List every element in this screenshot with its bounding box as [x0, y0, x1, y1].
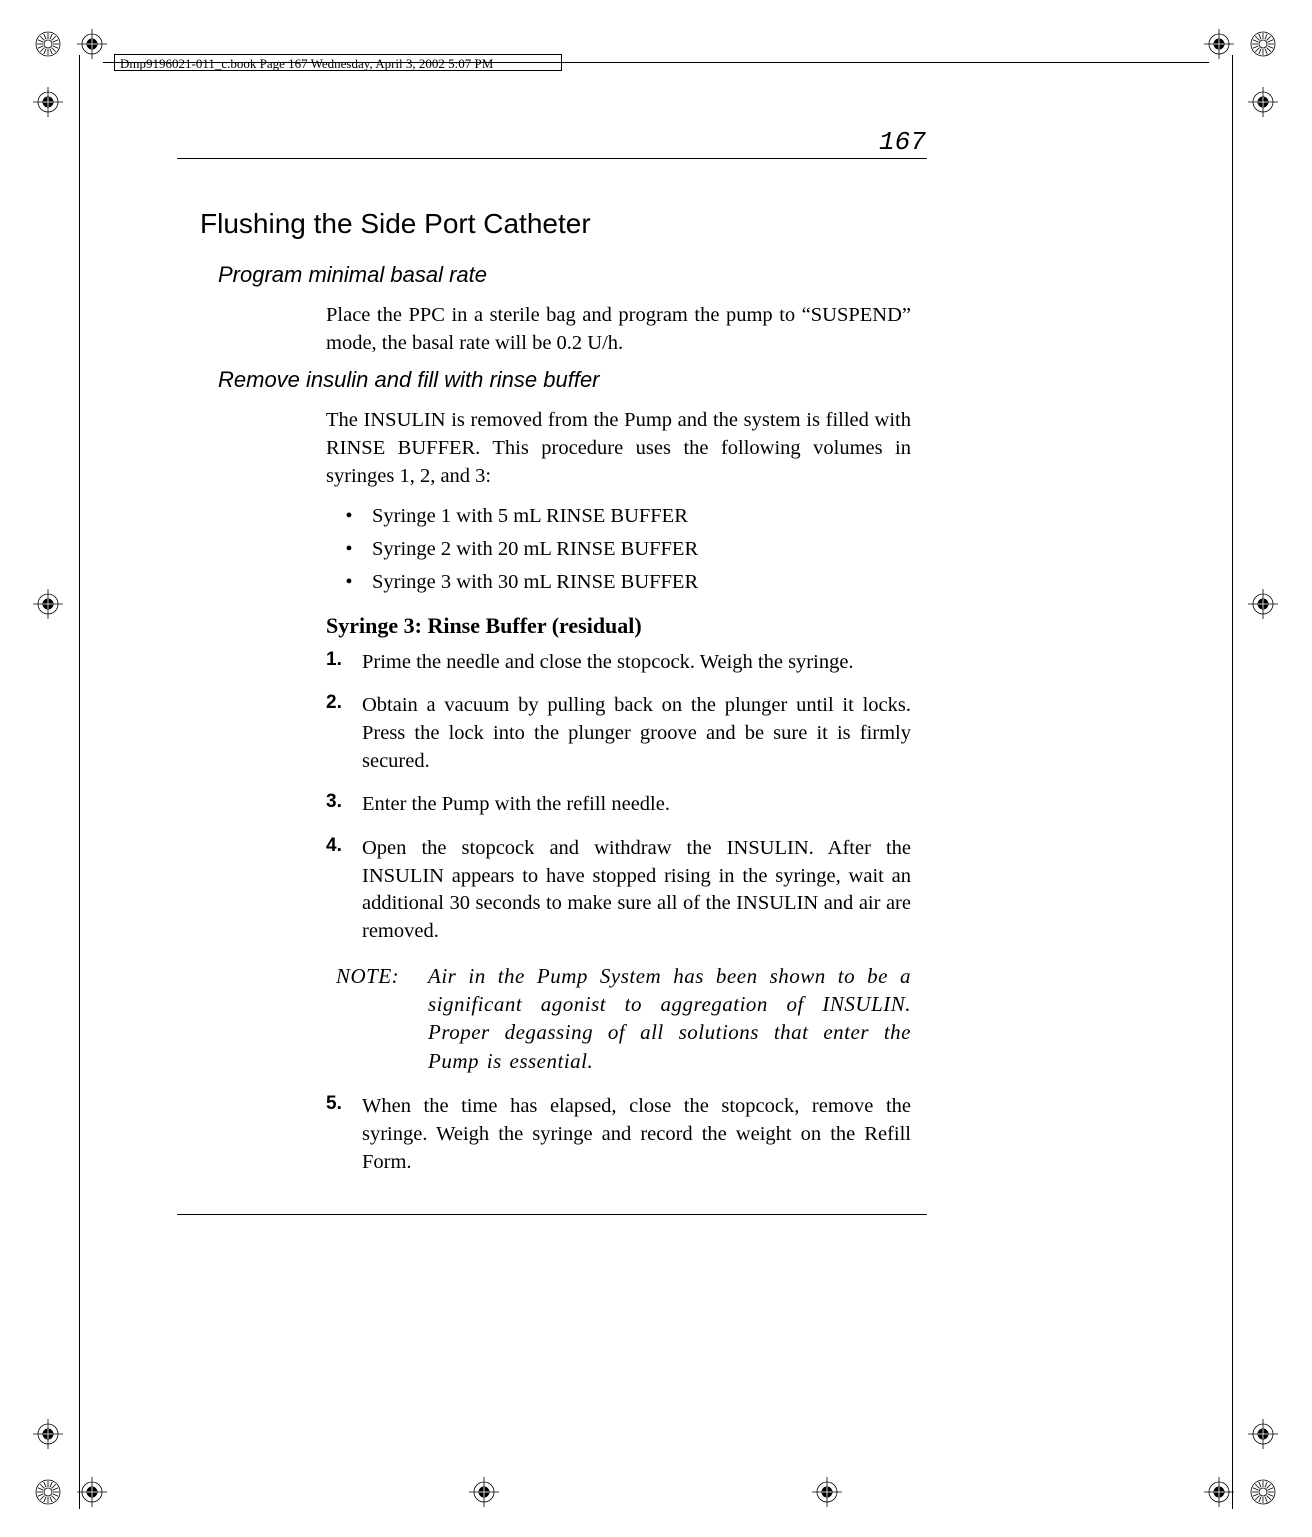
list-item: • Syringe 1 with 5 mL RINSE BUFFER — [326, 500, 911, 533]
step-text: Enter the Pump with the refill needle. — [362, 791, 911, 819]
page: Dmp9196021-011_c.book Page 167 Wednesday… — [0, 0, 1312, 1537]
step-number: 2. — [326, 692, 362, 775]
regmark-radial-icon — [1248, 29, 1278, 59]
heading-2-remove: Remove insulin and fill with rinse buffe… — [218, 367, 1080, 393]
step-text: Open the stopcock and withdraw the INSUL… — [362, 835, 911, 946]
list-item: • Syringe 3 with 30 mL RINSE BUFFER — [326, 566, 911, 599]
top-rule — [177, 158, 927, 159]
bullet-dot-icon: • — [326, 566, 372, 599]
regmark-radial-icon — [33, 29, 63, 59]
bottom-rule — [177, 1214, 927, 1215]
bullet-list: • Syringe 1 with 5 mL RINSE BUFFER • Syr… — [326, 500, 911, 598]
bullet-dot-icon: • — [326, 533, 372, 566]
content-area: Flushing the Side Port Catheter Program … — [200, 208, 1080, 1192]
step-item: 5. When the time has elapsed, close the … — [326, 1093, 911, 1176]
body-block-1: Place the PPC in a sterile bag and progr… — [326, 302, 911, 357]
regmark-radial-icon — [1248, 1477, 1278, 1507]
step-item: 3. Enter the Pump with the refill needle… — [326, 791, 911, 819]
regmark-cross-icon — [1248, 1419, 1278, 1449]
step-item: 4. Open the stopcock and withdraw the IN… — [326, 835, 911, 946]
left-trim-line — [79, 55, 80, 1509]
step-number: 1. — [326, 649, 362, 677]
step-number: 5. — [326, 1093, 362, 1176]
bullet-dot-icon: • — [326, 500, 372, 533]
note-block: NOTE: Air in the Pump System has been sh… — [336, 962, 911, 1075]
para-suspend: Place the PPC in a sterile bag and progr… — [326, 302, 911, 357]
note-label: NOTE: — [336, 962, 428, 1075]
bullet-text: Syringe 3 with 30 mL RINSE BUFFER — [372, 566, 911, 599]
right-trim-line — [1232, 55, 1233, 1509]
page-number: 167 — [879, 127, 926, 157]
step-text: Prime the needle and close the stopcock.… — [362, 649, 911, 677]
regmark-cross-icon — [469, 1477, 499, 1507]
regmark-cross-icon — [812, 1477, 842, 1507]
running-head-text: Dmp9196021-011_c.book Page 167 Wednesday… — [120, 56, 493, 72]
regmark-cross-icon — [1248, 87, 1278, 117]
regmark-cross-icon — [33, 589, 63, 619]
step-item: 2. Obtain a vacuum by pulling back on th… — [326, 692, 911, 775]
note-text: Air in the Pump System has been shown to… — [428, 962, 911, 1075]
regmark-cross-icon — [1204, 1477, 1234, 1507]
bullet-text: Syringe 2 with 20 mL RINSE BUFFER — [372, 533, 911, 566]
step-text: Obtain a vacuum by pulling back on the p… — [362, 692, 911, 775]
list-item: • Syringe 2 with 20 mL RINSE BUFFER — [326, 533, 911, 566]
step-text: When the time has elapsed, close the sto… — [362, 1093, 911, 1176]
heading-2-program: Program minimal basal rate — [218, 262, 1080, 288]
para-rinse-intro: The INSULIN is removed from the Pump and… — [326, 407, 911, 490]
heading-3-syringe3: Syringe 3: Rinse Buffer (residual) — [326, 613, 911, 639]
header-connector-line — [103, 62, 1209, 63]
step-number: 3. — [326, 791, 362, 819]
body-block-2: The INSULIN is removed from the Pump and… — [326, 407, 911, 1176]
step-number: 4. — [326, 835, 362, 946]
regmark-cross-icon — [33, 87, 63, 117]
regmark-cross-icon — [33, 1419, 63, 1449]
bullet-text: Syringe 1 with 5 mL RINSE BUFFER — [372, 500, 911, 533]
regmark-cross-icon — [1248, 589, 1278, 619]
regmark-cross-icon — [77, 29, 107, 59]
regmark-cross-icon — [77, 1477, 107, 1507]
regmark-cross-icon — [1204, 29, 1234, 59]
regmark-radial-icon — [33, 1477, 63, 1507]
heading-1: Flushing the Side Port Catheter — [200, 208, 1080, 240]
step-item: 1. Prime the needle and close the stopco… — [326, 649, 911, 677]
